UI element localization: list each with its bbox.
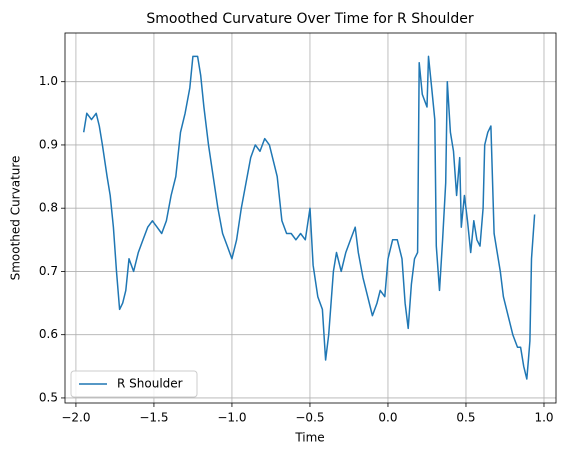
y-tick-label: 0.7 bbox=[39, 264, 58, 278]
x-tick-label: −2.0 bbox=[61, 411, 90, 425]
chart-title: Smoothed Curvature Over Time for R Shoul… bbox=[146, 11, 473, 27]
x-tick-label: 1.0 bbox=[534, 411, 553, 425]
x-tick-label: −1.0 bbox=[217, 411, 246, 425]
y-tick-label: 1.0 bbox=[39, 74, 58, 88]
x-tick-label: 0.0 bbox=[378, 411, 397, 425]
x-tick-label: −1.5 bbox=[139, 411, 168, 425]
y-tick-label: 0.8 bbox=[39, 201, 58, 215]
legend-label: R Shoulder bbox=[117, 377, 183, 391]
y-tick-label: 0.9 bbox=[39, 137, 58, 151]
y-tick-label: 0.6 bbox=[39, 327, 58, 341]
x-axis-label: Time bbox=[294, 431, 324, 445]
x-tick-label: −0.5 bbox=[295, 411, 324, 425]
plot-frame bbox=[64, 32, 557, 404]
y-tick-label: 0.5 bbox=[39, 390, 58, 404]
data-line bbox=[82, 55, 536, 380]
x-tick-label: 0.5 bbox=[456, 411, 475, 425]
y-axis-label: Smoothed Curvature bbox=[9, 156, 23, 281]
legend-box bbox=[70, 370, 198, 398]
